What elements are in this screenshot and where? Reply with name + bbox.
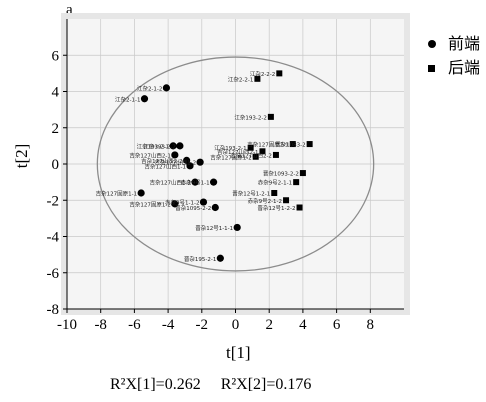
data-point-back [283, 197, 290, 204]
data-point-back [299, 170, 306, 177]
data-point-front [186, 162, 194, 170]
legend-label: 后端 [448, 58, 481, 77]
point-label: 赤杂9号2-1-2 [248, 197, 282, 205]
y-tick-label: 4 [52, 85, 60, 101]
point-label: 江杂193-2-2 [143, 142, 175, 150]
data-point-front [169, 142, 177, 150]
data-point-front [191, 178, 199, 186]
point-label: 吉杂127山西1-1 [145, 162, 186, 170]
point-label: 赤杂9号1-1 [181, 179, 210, 187]
panel-label: a [66, 2, 73, 18]
data-point-back [254, 75, 261, 82]
point-label: 吉杂127山西2-2 [230, 151, 271, 159]
square-marker-icon [428, 57, 442, 76]
data-point-front [171, 151, 179, 159]
x-tick-label: 4 [299, 317, 307, 333]
point-label: 江杂2-2-2 [250, 70, 275, 78]
y-tick-label: 0 [52, 157, 60, 173]
data-point-back [252, 153, 259, 160]
variance-stats: R²X[1]=0.262 R²X[2]=0.176 [110, 376, 311, 394]
x-tick-label: 0 [232, 317, 240, 333]
point-labels: 江杂2-1-2江杂2-1-1江杂193-2-1江杂193-2-2吉杂127山西2… [96, 70, 306, 263]
data-point-front [140, 95, 149, 103]
data-point-front [211, 203, 219, 212]
point-label: 江杂2-1-1 [115, 95, 140, 103]
data-point-front [171, 200, 179, 208]
data-point-front [196, 158, 204, 166]
point-label: 赤杂9号1-1-2 [165, 199, 199, 207]
data-point-front [209, 178, 218, 186]
x-tick-label: -2 [196, 317, 209, 333]
point-label: 江杂2-1-2 [137, 84, 162, 92]
point-label: 吉杂127山西2-2 [141, 157, 182, 165]
r2x2-stat: R²X[2]=0.176 [220, 376, 312, 393]
point-label: 赤杂9号2-1-1 [258, 179, 292, 187]
legend: 前端 后端 [428, 30, 480, 78]
point-label: 吉杂127山西1-1 [150, 179, 191, 187]
point-label: 吉杂127山西2-1 [217, 148, 258, 156]
point-label: 晋杂1095-2-2 [175, 204, 211, 212]
x-tick-label: 6 [333, 317, 341, 333]
y-tick-label: 6 [52, 48, 60, 64]
point-label: 晋杂12号1-2-1 [232, 190, 270, 198]
y-tick-label: -2 [47, 193, 60, 209]
x-tick-label: 8 [367, 317, 375, 333]
data-point-back [259, 148, 266, 155]
data-point-front [162, 84, 171, 92]
point-label: 晋杂1083-2 [275, 141, 305, 149]
y-axis-label: t[2] [12, 143, 31, 169]
y-tick-label: -6 [47, 266, 60, 282]
data-point-back [276, 70, 283, 77]
x-axis-label: t[1] [226, 343, 251, 362]
circle-marker-icon [428, 33, 442, 52]
data-point-back [296, 204, 303, 211]
data-point-front [199, 198, 208, 206]
y-tick-label: 2 [52, 121, 60, 137]
data-point-back [289, 141, 296, 148]
point-label: 吉杂127固原2-1 [247, 141, 288, 149]
data-point-front [216, 254, 224, 262]
hotelling-ellipse [96, 56, 375, 272]
legend-item-back: 后端 [428, 54, 480, 78]
data-points [137, 70, 313, 262]
axes [63, 19, 404, 313]
data-point-front [137, 189, 145, 197]
data-point-front [183, 156, 191, 164]
point-label: 吉杂127固原1-2 [129, 200, 170, 208]
point-label: 江杂2-2-1 [228, 75, 253, 83]
data-point-back [293, 179, 300, 186]
data-point-front [176, 142, 184, 150]
point-label: 吉杂127固原1-1 [96, 190, 137, 198]
data-point-front [233, 223, 241, 232]
legend-item-front: 前端 [428, 30, 480, 54]
point-label: 江杂193-2-2 [234, 113, 266, 121]
data-point-back [272, 151, 279, 158]
point-label: 晋杂195-2-1 [184, 255, 216, 263]
y-tick-label: -4 [47, 230, 60, 246]
point-label: 江杂193-2-1 [137, 142, 169, 150]
x-tick-label: -6 [128, 317, 141, 333]
data-point-back [267, 113, 274, 120]
x-tick-label: -4 [162, 317, 175, 333]
y-tick-label: -8 [47, 302, 60, 318]
point-label: 晋杂12号1-2-2 [258, 204, 296, 212]
r2x1-stat: R²X[1]=0.262 [110, 376, 201, 393]
point-label: 吉杂127山西2-1 [129, 151, 170, 159]
x-tick-label: -8 [94, 317, 107, 333]
point-label: 晋杂12号1-1-1 [195, 224, 233, 232]
data-point-back [247, 144, 254, 151]
data-point-back [306, 141, 313, 148]
point-label: 吉杂127山西1-2 [155, 159, 196, 167]
x-tick-label: -10 [57, 317, 77, 333]
data-point-back [271, 190, 278, 196]
point-label: 晋杂1093-2-2 [263, 170, 299, 178]
x-tick-label: 2 [265, 317, 273, 333]
point-label: 吉杂127固原1-2 [210, 153, 251, 161]
legend-label: 前端 [448, 34, 481, 53]
point-label: 江杂193-2-1 [214, 144, 246, 152]
